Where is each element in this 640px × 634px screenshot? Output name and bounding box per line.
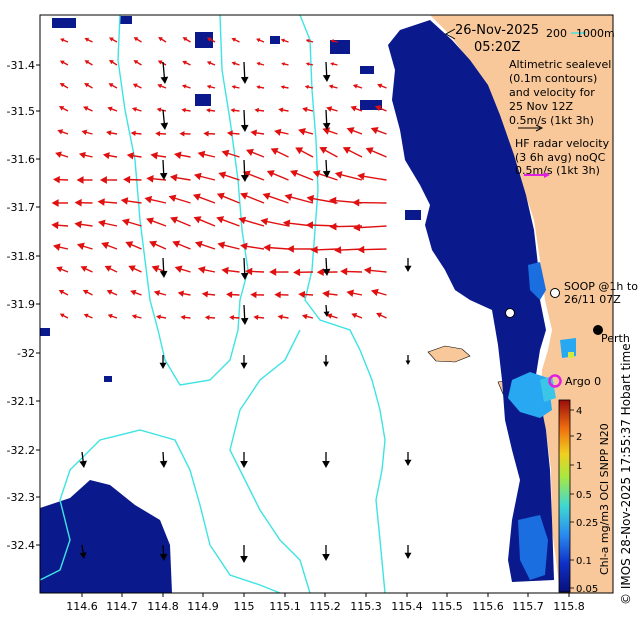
hf-radar-legend: HF radar velocity (3 6h avg) noQC 0.5m/s…: [515, 137, 610, 178]
x-tick-label: 115.5: [431, 600, 463, 613]
alt-legend-line3: and velocity for: [509, 86, 595, 99]
x-tick-label: 115.7: [512, 600, 544, 613]
colorbar-tick-label: 1: [576, 461, 582, 472]
x-tick-label: 115.2: [309, 600, 341, 613]
credit-text: © IMOS 28-Nov-2025 17:55:37 Hobart time: [619, 343, 633, 605]
colorbar-tick-label: 0.5: [576, 490, 592, 501]
y-tick-label: -31.8: [7, 250, 35, 263]
colorbar-tick-label: 2: [576, 432, 582, 443]
colorbar-tick-label: 4: [576, 406, 582, 417]
y-tick-label: -32.3: [7, 491, 35, 504]
y-tick-label: -31.9: [7, 298, 35, 311]
hf-legend-line2: (3 6h avg) noQC: [515, 151, 606, 164]
y-axis: -31.4 -31.5 -31.6 -31.7 -31.8 -31.9 -32 -32.1 -3…: [7, 59, 40, 552]
x-tick-label: 115: [234, 600, 255, 613]
y-tick-label: -32.4: [7, 539, 35, 552]
x-tick-label: 114.7: [106, 600, 138, 613]
x-tick-label: 114.8: [147, 600, 179, 613]
y-tick-label: -31.7: [7, 201, 35, 214]
x-tick-label: 114.6: [66, 600, 98, 613]
y-tick-label: -31.5: [7, 105, 35, 118]
x-axis: 114.6 114.7 114.8 114.9 115 115.1 115.2 115.3 11…: [66, 593, 585, 613]
argo-label: Argo 0: [565, 375, 601, 388]
title-time: 05:20Z: [474, 40, 520, 55]
colorbar-tick-label: 0.25: [576, 518, 598, 529]
x-tick-label: 115.3: [350, 600, 382, 613]
soop-label-line2: 26/11 07Z: [564, 293, 621, 306]
soop-track-marker-icon: [506, 309, 515, 318]
colorbar: [559, 400, 570, 592]
alt-legend-line5: 0.5m/s (1kt 3h): [509, 114, 594, 127]
x-tick-label: 115.6: [472, 600, 504, 613]
x-tick-label: 115.1: [269, 600, 301, 613]
colorbar-tick-label: 0.05: [576, 584, 598, 595]
x-tick-label: 115.4: [391, 600, 423, 613]
soop-marker-icon: [551, 289, 560, 298]
y-tick-label: -32.2: [7, 444, 35, 457]
hf-legend-line1: HF radar velocity: [515, 137, 610, 150]
legend-depth-1000: 1000m: [576, 27, 615, 40]
y-tick-label: -31.4: [7, 59, 35, 72]
colorbar-tick-label: 0.1: [576, 556, 592, 567]
y-tick-label: -32.1: [7, 395, 35, 408]
alt-legend-line4: 25 Nov 12Z: [509, 100, 573, 113]
x-tick-label: 115.8: [553, 600, 585, 613]
y-tick-label: -32: [17, 347, 35, 360]
colorbar-label: Chl-a mg/m3 OCI SNPP N20: [598, 423, 611, 575]
alt-legend-line2: (0.1m contours): [509, 72, 597, 85]
y-tick-label: -31.6: [7, 153, 35, 166]
legend-depth-200: 200: [546, 27, 567, 40]
title-date: 26-Nov-2025: [455, 23, 539, 38]
soop-label-line1: SOOP @1h to: [564, 280, 638, 293]
x-tick-label: 114.9: [187, 600, 219, 613]
perth-label: Perth: [601, 332, 630, 345]
alt-legend-line1: Altimetric sealevel: [509, 58, 611, 71]
